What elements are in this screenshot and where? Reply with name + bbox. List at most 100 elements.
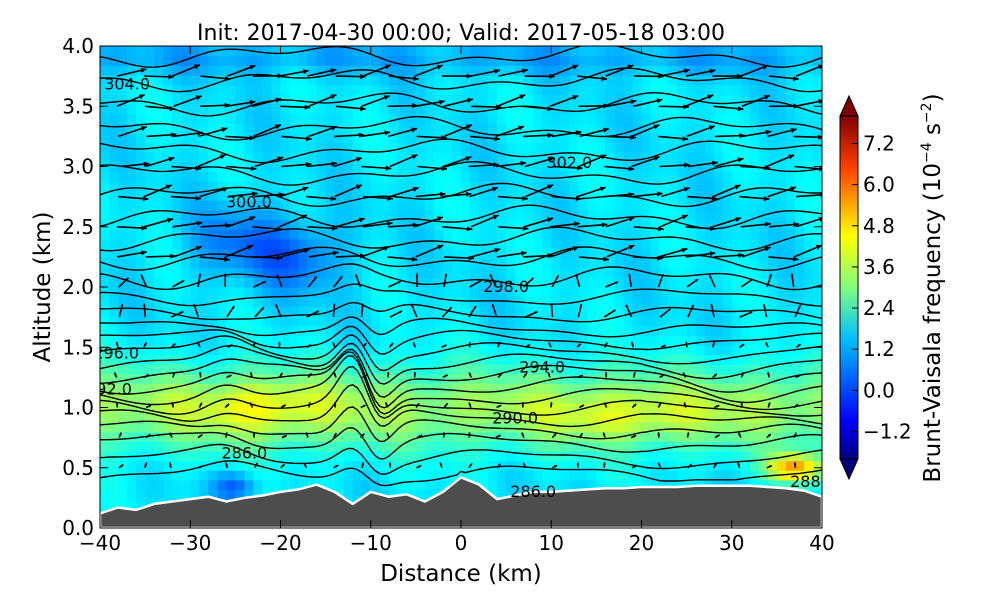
field-cell — [244, 441, 255, 452]
field-cell — [677, 161, 688, 172]
field-cell — [731, 248, 742, 259]
wind-vector — [389, 310, 403, 318]
field-cell — [433, 94, 444, 105]
field-cell — [569, 335, 579, 346]
field-cell — [650, 287, 661, 298]
field-cell — [461, 84, 471, 95]
field-cell — [433, 364, 444, 375]
field-cell — [199, 74, 209, 86]
field-cell — [551, 315, 561, 327]
field-cell — [605, 200, 616, 211]
field-cell — [758, 383, 769, 394]
field-cell — [433, 421, 444, 433]
field-cell — [298, 383, 309, 394]
field-cell — [785, 373, 796, 384]
field-cell — [578, 441, 588, 452]
field-cell — [442, 94, 453, 105]
field-cell — [785, 113, 796, 124]
field-cell — [172, 113, 182, 124]
field-cell — [569, 460, 579, 471]
field-cell — [785, 441, 796, 452]
field-cell — [722, 94, 733, 105]
field-cell — [199, 258, 209, 269]
wind-vector — [683, 402, 687, 408]
field-cell — [370, 431, 381, 442]
field-cell — [118, 84, 128, 95]
field-cell — [307, 142, 318, 153]
field-cell — [442, 421, 453, 433]
field-cell — [298, 306, 309, 317]
wind-vector — [442, 226, 473, 232]
field-cell — [172, 441, 182, 452]
field-cell — [479, 479, 489, 491]
field-cell — [415, 65, 426, 76]
field-cell — [515, 287, 525, 298]
wind-vector — [470, 247, 501, 258]
field-cell — [109, 315, 119, 327]
field-cell — [109, 460, 119, 471]
field-cell — [217, 171, 227, 182]
field-cell — [704, 171, 715, 182]
field-cell — [136, 229, 146, 240]
field-cell — [704, 421, 715, 433]
field-cell — [163, 209, 173, 221]
field-cell — [253, 431, 264, 442]
field-cell — [424, 103, 435, 115]
field-cell — [109, 103, 119, 115]
field-cell — [479, 441, 489, 452]
field-cell — [190, 402, 200, 413]
field-cell — [605, 325, 616, 336]
field-cell — [118, 364, 128, 375]
field-cell — [361, 229, 372, 240]
field-cell — [217, 258, 227, 269]
wind-vector — [468, 402, 472, 408]
field-cell — [316, 470, 327, 481]
field-cell — [722, 142, 733, 153]
field-cell — [334, 190, 345, 201]
field-cell — [704, 450, 715, 462]
field-cell — [785, 325, 796, 336]
field-cell — [677, 364, 688, 375]
field-cell — [560, 238, 570, 250]
field-cell — [280, 132, 291, 143]
field-cell — [497, 306, 507, 317]
field-cell — [668, 344, 679, 356]
field-cell — [668, 421, 679, 433]
contour-label: 292.0 — [86, 379, 132, 398]
field-cell — [307, 383, 318, 394]
field-cell — [704, 393, 715, 404]
field-cell — [352, 94, 363, 105]
field-cell — [497, 441, 507, 452]
field-cell — [415, 238, 426, 250]
wind-vector — [767, 127, 797, 138]
field-cell — [118, 229, 128, 240]
field-cell — [379, 74, 390, 86]
field-cell — [812, 287, 822, 298]
field-cell — [749, 46, 760, 57]
field-cell — [722, 55, 733, 66]
field-cell — [370, 470, 381, 481]
wind-vector — [768, 75, 799, 82]
field-cell — [767, 344, 778, 356]
field-cell — [542, 470, 552, 481]
field-cell — [262, 354, 273, 365]
field-cell — [109, 421, 119, 433]
field-cell — [199, 200, 209, 211]
field-cell — [650, 460, 661, 471]
field-cell — [307, 123, 318, 134]
field-cell — [641, 200, 652, 211]
field-cell — [650, 74, 661, 86]
field-cell — [515, 460, 525, 471]
field-cell — [100, 460, 110, 471]
field-cell — [379, 441, 390, 452]
field-cell — [118, 258, 128, 269]
field-cell — [623, 219, 634, 230]
field-cell — [397, 200, 408, 211]
field-cell — [127, 55, 137, 66]
field-cell — [614, 171, 625, 182]
field-cell — [497, 123, 507, 134]
field-cell — [271, 55, 282, 66]
field-cell — [632, 364, 643, 375]
field-cell — [379, 277, 390, 288]
